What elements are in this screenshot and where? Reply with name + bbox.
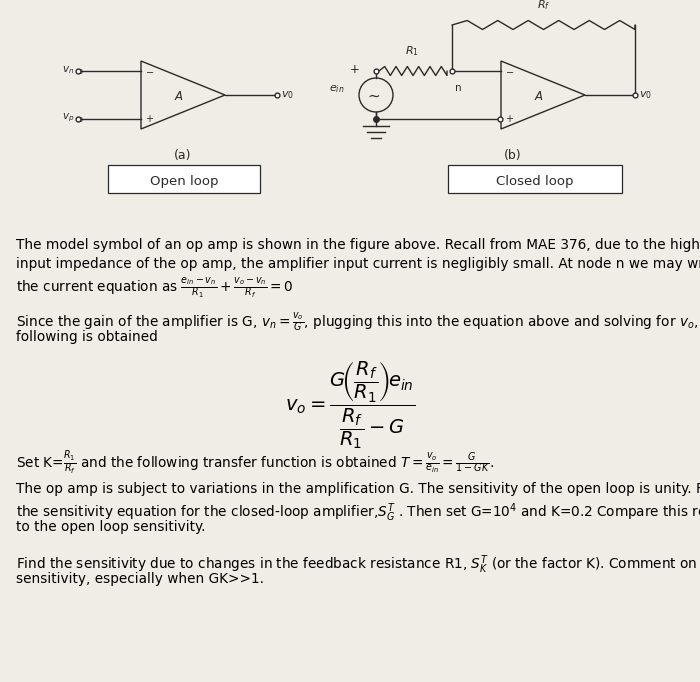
Text: $v_0$: $v_0$ xyxy=(281,89,294,101)
Text: $v_0$: $v_0$ xyxy=(639,89,652,101)
FancyBboxPatch shape xyxy=(108,165,260,193)
Text: input impedance of the op amp, the amplifier input current is negligibly small. : input impedance of the op amp, the ampli… xyxy=(16,257,700,271)
Text: $v_n$: $v_n$ xyxy=(62,64,74,76)
Text: $\sim$: $\sim$ xyxy=(365,87,381,102)
Text: Closed loop: Closed loop xyxy=(496,175,574,188)
Text: +: + xyxy=(350,63,360,76)
Text: $v_o = \dfrac{G\!\left(\dfrac{R_f}{R_1}\right)\!e_{in}}{\dfrac{R_f}{R_1} - G}$: $v_o = \dfrac{G\!\left(\dfrac{R_f}{R_1}\… xyxy=(285,359,415,451)
Text: $e_{in}$: $e_{in}$ xyxy=(329,83,344,95)
Text: $R_1$: $R_1$ xyxy=(405,44,419,58)
Text: $+$: $+$ xyxy=(146,113,155,125)
Text: $+$: $+$ xyxy=(505,113,514,125)
Text: The model symbol of an op amp is shown in the figure above. Recall from MAE 376,: The model symbol of an op amp is shown i… xyxy=(16,238,700,252)
Text: following is obtained: following is obtained xyxy=(16,330,158,344)
Text: $v_p$: $v_p$ xyxy=(62,112,74,124)
Text: $A$: $A$ xyxy=(174,91,184,104)
Text: Open loop: Open loop xyxy=(150,175,218,188)
Text: o: o xyxy=(78,67,83,76)
Text: $-$: $-$ xyxy=(146,66,155,76)
Text: sensitivity, especially when GK>>1.: sensitivity, especially when GK>>1. xyxy=(16,572,264,586)
Text: The op amp is subject to variations in the amplification G. The sensitivity of t: The op amp is subject to variations in t… xyxy=(16,482,700,496)
Text: Since the gain of the amplifier is G, $v_n = \frac{v_o}{G}$, plugging this into : Since the gain of the amplifier is G, $v… xyxy=(16,311,700,334)
Text: o: o xyxy=(78,115,83,123)
Text: $R_f$: $R_f$ xyxy=(537,0,550,12)
Text: Set K=$\frac{R_1}{R_f}$ and the following transfer function is obtained $T = \fr: Set K=$\frac{R_1}{R_f}$ and the followin… xyxy=(16,449,494,477)
Text: $-$: $-$ xyxy=(505,66,514,76)
Text: (b): (b) xyxy=(504,149,522,162)
Text: Find the sensitivity due to changes in the feedback resistance R1, $S_K^T$ (or t: Find the sensitivity due to changes in t… xyxy=(16,553,700,576)
Text: n: n xyxy=(455,83,461,93)
FancyBboxPatch shape xyxy=(448,165,622,193)
Text: (a): (a) xyxy=(174,149,192,162)
Text: the sensitivity equation for the closed-loop amplifier,$S_G^T$ . Then set G=10$^: the sensitivity equation for the closed-… xyxy=(16,501,700,524)
Text: the current equation as $\frac{e_{in}-v_n}{R_1} + \frac{v_o-v_n}{R_f}=0$: the current equation as $\frac{e_{in}-v_… xyxy=(16,276,293,301)
Text: $A$: $A$ xyxy=(534,91,544,104)
Text: to the open loop sensitivity.: to the open loop sensitivity. xyxy=(16,520,206,534)
